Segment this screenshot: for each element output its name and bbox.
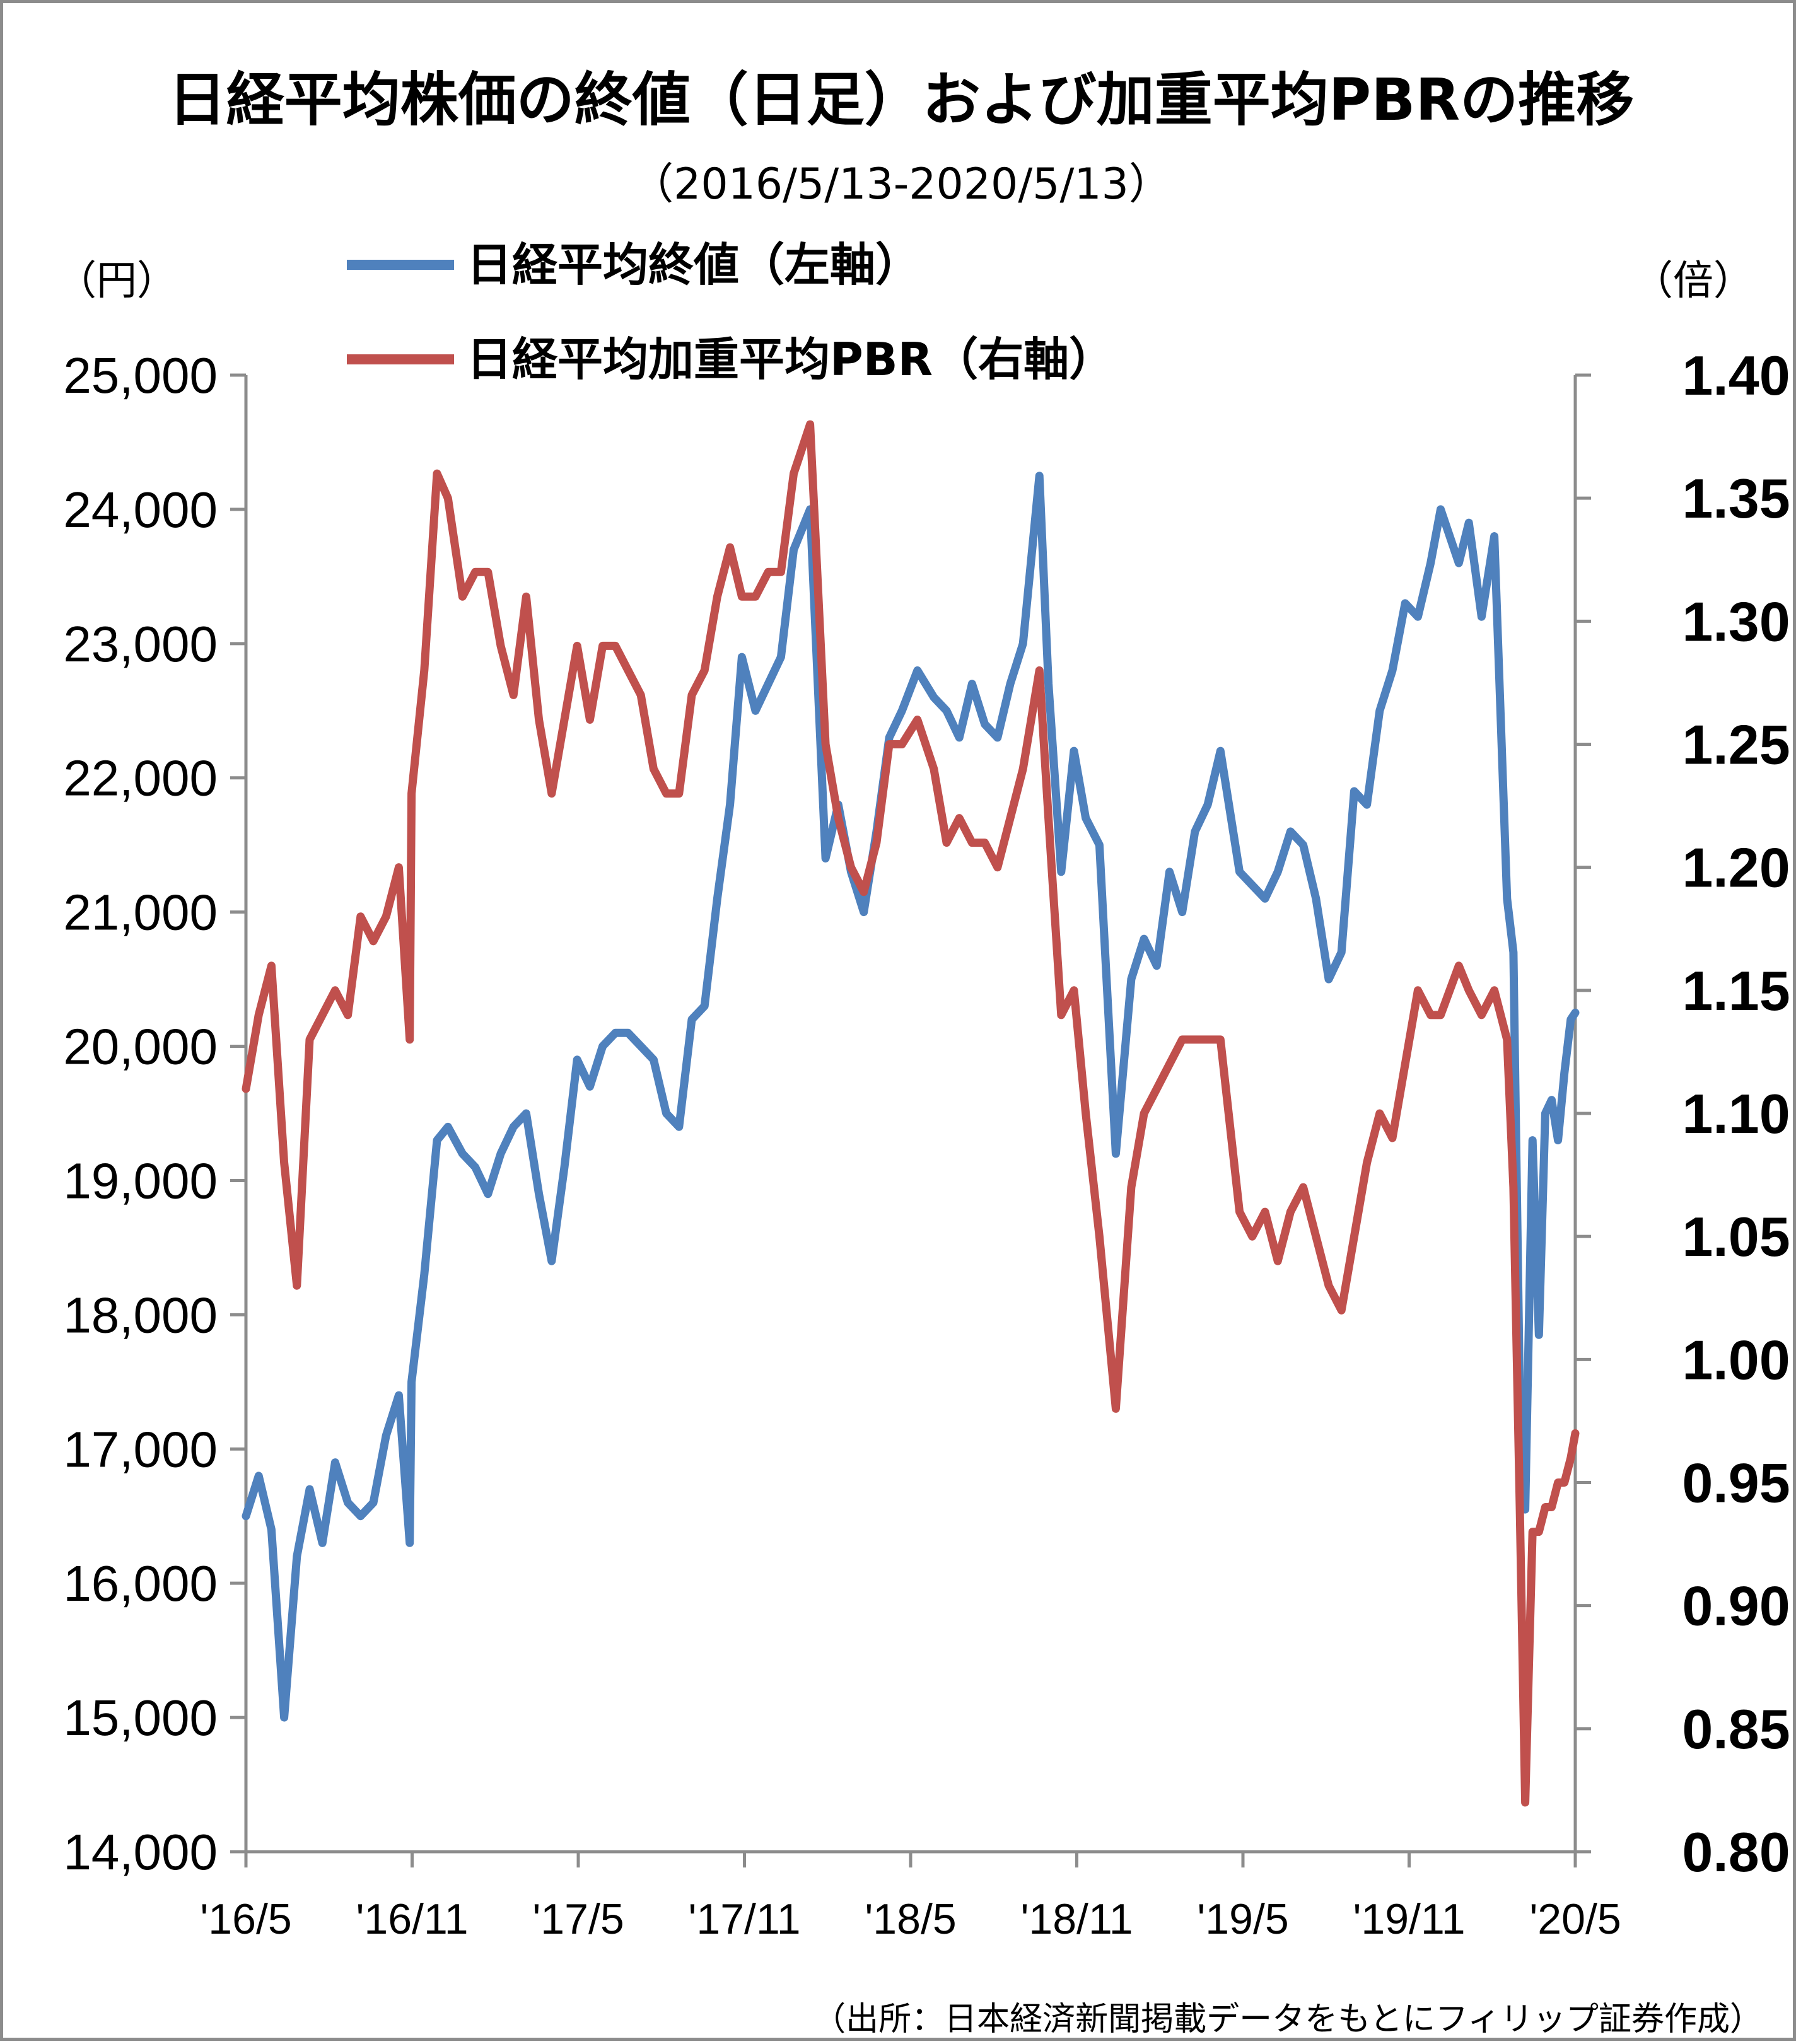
left-tick-label: 14,000	[63, 1824, 218, 1880]
x-tick-label: '19/11	[1353, 1895, 1465, 1943]
left-axis-unit: （円）	[56, 258, 177, 305]
right-tick-label: 0.95	[1682, 1452, 1790, 1514]
right-axis-ticks: 0.80 0.85 0.90 0.95 1.00 1.05 1.10 1.15 1.20 1.25…	[1575, 344, 1790, 1883]
right-tick-label: 0.90	[1682, 1575, 1790, 1637]
chart-title: 日経平均株価の終値（日足）および加重平均PBRの推移	[168, 66, 1634, 134]
left-tick-label: 19,000	[63, 1153, 218, 1209]
right-tick-label: 1.40	[1682, 344, 1790, 407]
left-tick-label: 15,000	[63, 1690, 218, 1746]
right-tick-label: 0.85	[1682, 1698, 1790, 1760]
legend-label-pbr: 日経平均加重平均PBR（右軸）	[467, 333, 1114, 386]
chart-subtitle: （2016/5/13-2020/5/13）	[631, 160, 1172, 209]
left-tick-label: 16,000	[63, 1555, 218, 1611]
left-tick-label: 17,000	[63, 1421, 218, 1477]
right-tick-label: 1.30	[1682, 590, 1790, 653]
x-tick-label: '19/5	[1197, 1895, 1288, 1943]
right-tick-label: 1.25	[1682, 714, 1790, 776]
right-tick-label: 1.35	[1682, 467, 1790, 530]
series-line-pbr	[242, 420, 1580, 1807]
x-axis-ticks: '16/5 '16/11 '17/5 '17/11 '18/5 '18/11 '19/5 '1…	[200, 1852, 1621, 1943]
x-tick-label: '18/5	[865, 1895, 956, 1943]
left-tick-label: 18,000	[63, 1287, 218, 1343]
x-tick-label: '20/5	[1529, 1895, 1621, 1943]
left-tick-label: 22,000	[63, 750, 218, 806]
left-axis-ticks: 14,000 15,000 16,000 17,000 18,000 19,000 20,0…	[63, 347, 246, 1880]
right-tick-label: 1.20	[1682, 837, 1790, 899]
right-tick-label: 1.15	[1682, 960, 1790, 1022]
left-tick-label: 20,000	[63, 1019, 218, 1075]
legend: 日経平均終値（左軸） 日経平均加重平均PBR（右軸）	[347, 238, 1114, 386]
right-tick-label: 1.10	[1682, 1083, 1790, 1145]
left-tick-label: 21,000	[63, 885, 218, 941]
x-tick-label: '17/11	[688, 1895, 800, 1943]
right-tick-label: 1.00	[1682, 1328, 1790, 1391]
x-tick-label: '18/11	[1020, 1895, 1133, 1943]
series-line-nikkei-close	[242, 472, 1580, 1722]
right-axis-unit: （倍）	[1633, 258, 1754, 305]
x-tick-label: '16/5	[200, 1895, 291, 1943]
left-tick-label: 24,000	[63, 482, 218, 538]
source-note: （出所：日本経済新聞掲載データをもとにフィリップ証券作成）	[813, 2000, 1763, 2038]
right-tick-label: 1.05	[1682, 1205, 1790, 1268]
right-tick-label: 0.80	[1682, 1821, 1790, 1883]
left-tick-label: 23,000	[63, 616, 218, 672]
series-lines	[242, 420, 1580, 1807]
x-tick-label: '16/11	[356, 1895, 468, 1943]
x-tick-label: '17/5	[532, 1895, 624, 1943]
left-tick-label: 25,000	[63, 347, 218, 404]
line-chart: 日経平均株価の終値（日足）および加重平均PBRの推移 （2016/5/13-20…	[56, 66, 1790, 2038]
legend-label-nikkei-close: 日経平均終値（左軸）	[467, 238, 921, 291]
